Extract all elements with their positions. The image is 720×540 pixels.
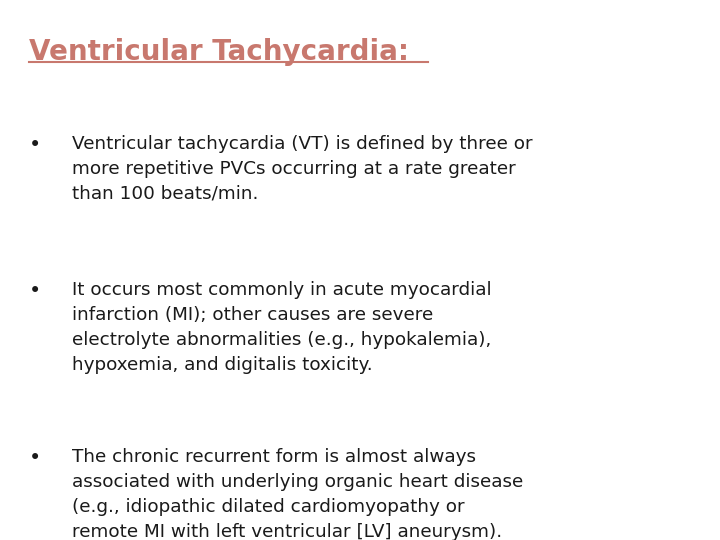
Text: Ventricular Tachycardia:: Ventricular Tachycardia:: [29, 38, 409, 66]
Text: The chronic recurrent form is almost always
associated with underlying organic h: The chronic recurrent form is almost alw…: [72, 448, 523, 540]
Text: •: •: [29, 135, 41, 155]
Text: •: •: [29, 448, 41, 468]
Text: It occurs most commonly in acute myocardial
infarction (MI); other causes are se: It occurs most commonly in acute myocard…: [72, 281, 492, 374]
Text: •: •: [29, 281, 41, 301]
Text: Ventricular tachycardia (VT) is defined by three or
more repetitive PVCs occurri: Ventricular tachycardia (VT) is defined …: [72, 135, 533, 203]
